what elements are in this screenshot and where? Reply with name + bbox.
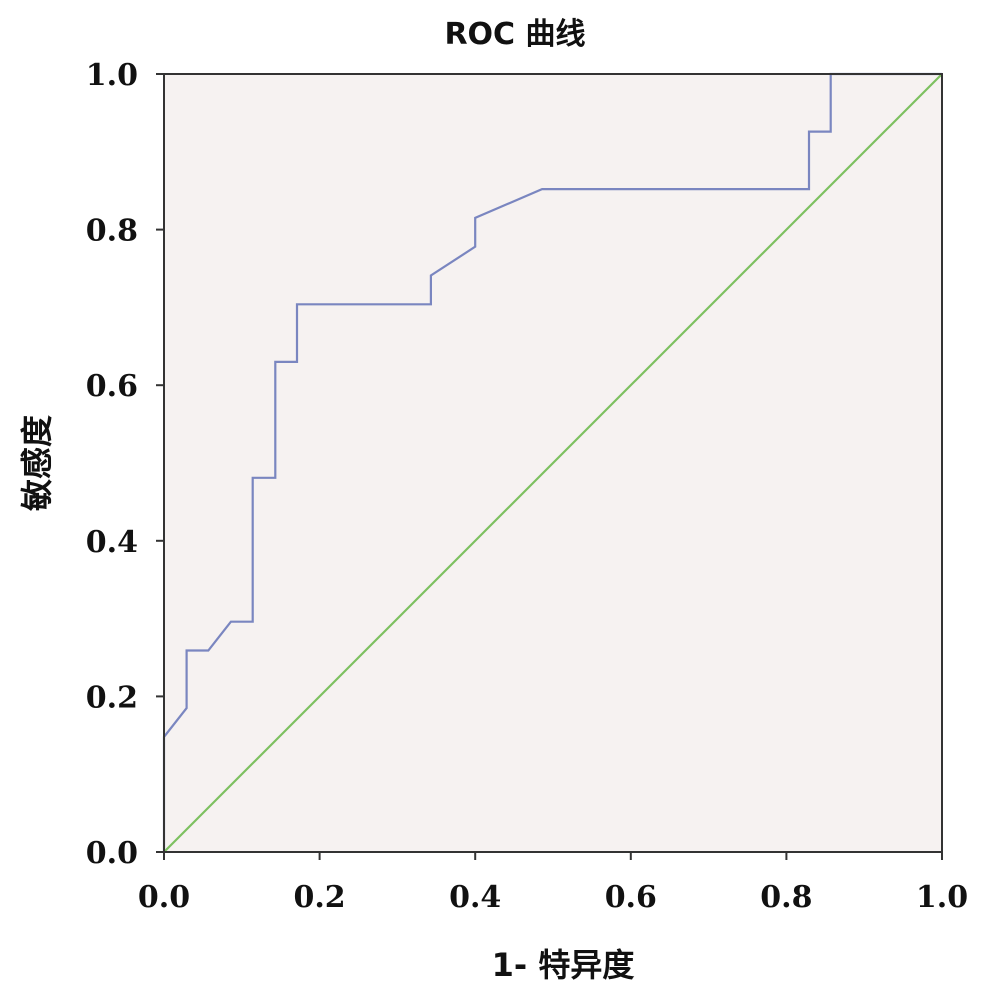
y-tick-label: 0.6 (86, 369, 138, 404)
roc-curve-line (162, 72, 942, 852)
chart-title: ROC 曲线 (444, 17, 585, 52)
x-tick-label: 0.4 (449, 880, 501, 915)
x-axis-label: 1- 特异度 (492, 946, 635, 984)
y-tick-label: 1.0 (86, 58, 138, 93)
y-tick-label: 0.2 (86, 680, 138, 715)
x-tick-label: 0.6 (605, 880, 657, 915)
y-tick-label: 0.0 (86, 836, 138, 871)
y-axis-label: 敏感度 (18, 415, 56, 511)
x-tick-label: 0.2 (293, 880, 345, 915)
y-tick-label: 0.8 (86, 214, 138, 249)
y-tick-label: 0.4 (86, 525, 138, 560)
x-tick-label: 1.0 (916, 880, 968, 915)
reference-diagonal-line (163, 73, 943, 853)
x-tick-label: 0.0 (138, 880, 190, 915)
plot-frame (163, 73, 943, 853)
x-tick-label: 0.8 (760, 880, 812, 915)
